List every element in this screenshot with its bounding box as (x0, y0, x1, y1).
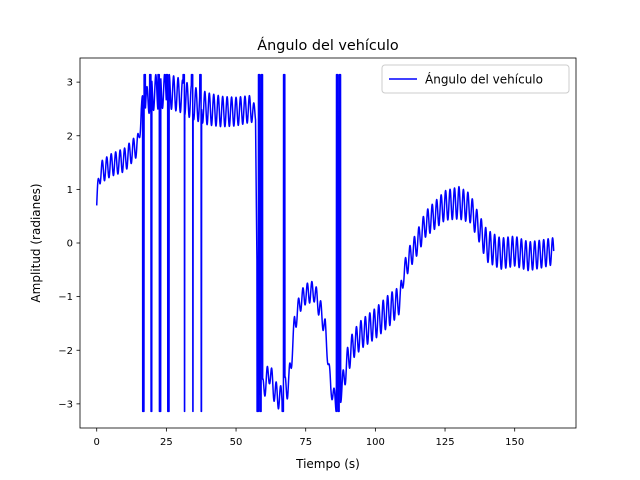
y-tick-label: 1 (67, 185, 73, 196)
chart-title: Ángulo del vehículo (257, 37, 399, 54)
legend: Ángulo del vehículo (381, 64, 570, 94)
y-tick-label: 3 (67, 78, 73, 89)
x-tick-label: 50 (230, 437, 243, 448)
series-line-angulo (95, 73, 555, 413)
y-axis-label: Amplitud (radianes) (29, 183, 43, 302)
x-tick-label: 25 (160, 437, 173, 448)
y-tick-label: −1 (58, 292, 73, 303)
y-tick-label: 0 (67, 239, 73, 250)
x-axis-label: Tiempo (s) (295, 457, 360, 471)
legend-label: Ángulo del vehículo (425, 72, 543, 87)
x-tick-label: 125 (435, 437, 454, 448)
x-tick-label: 0 (94, 437, 100, 448)
y-tick-label: −2 (58, 346, 73, 357)
legend-box (381, 64, 570, 94)
x-tick-label: 75 (299, 437, 312, 448)
x-axis: 0 25 50 75 100 125 150 (94, 428, 524, 448)
y-axis: −3 −2 −1 0 1 2 3 (58, 78, 80, 410)
x-tick-label: 100 (366, 437, 385, 448)
y-tick-label: 2 (67, 131, 73, 142)
y-tick-label: −3 (58, 399, 73, 410)
x-tick-label: 150 (505, 437, 524, 448)
